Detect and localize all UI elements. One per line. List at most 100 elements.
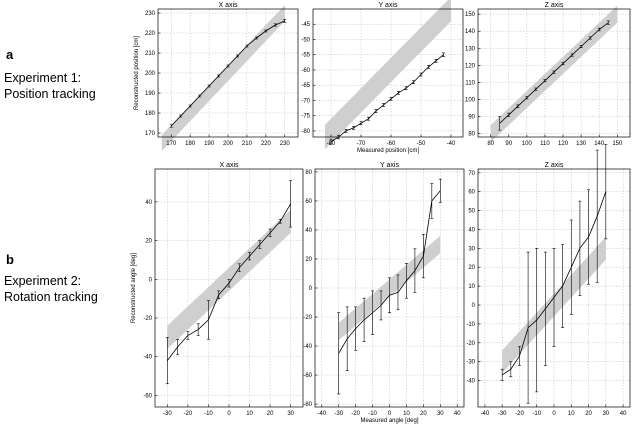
chart-6-x-tick-label: 10 <box>568 411 575 417</box>
chart-6-x-tick-label: -40 <box>481 411 490 417</box>
chart-5-y-tick-label: -20 <box>303 315 312 321</box>
chart-5-y-tick-label: -40 <box>303 344 312 350</box>
chart-5-y-tick-label: 20 <box>305 257 312 263</box>
chart-2-y-tick-label: -70 <box>301 98 310 104</box>
chart-4-y-tick-label: -20 <box>143 316 152 322</box>
chart-4-x-tick-label: 30 <box>287 411 294 417</box>
chart-2-y-tick-label: -60 <box>301 68 310 74</box>
row-b-letter: b <box>6 252 14 267</box>
chart-6: -40 -30 -20 -10 0 10 20 30 40 -40 -30 -20 -10 0 10 20 30… <box>466 144 631 417</box>
chart-6-x-tick-label: -10 <box>532 411 541 417</box>
chart-1-x-tick-label: 200 <box>223 141 234 147</box>
chart-1-x-tick-label: 230 <box>280 141 291 147</box>
chart-5-x-tick-label: -40 <box>317 411 326 417</box>
chart-3: 80 90 100 110 120 130 140 150 80 90 100 110 120 130 14… <box>465 2 631 147</box>
chart-3-y-tick-label: 80 <box>468 132 475 138</box>
chart-4-x-tick-label: 10 <box>246 411 253 417</box>
chart-3-frame <box>477 8 631 138</box>
chart-6-y-tick-label: 70 <box>468 171 475 177</box>
chart-5-x-tick-label: -10 <box>368 411 377 417</box>
chart-6-x-tick-label: 20 <box>585 411 592 417</box>
chart-5-y-tick-label: -80 <box>303 402 312 408</box>
chart-1: 170 180 190 200 210 220 230 170 180 190 200 210 220 2… <box>134 2 299 151</box>
row-a-line-2: Position tracking <box>4 87 96 101</box>
chart-1-x-tick-label: 220 <box>261 141 272 147</box>
chart-6-title: Z axis <box>545 162 564 169</box>
chart-4-y-tick-label: -60 <box>143 393 152 399</box>
chart-6-x-tick-label: -20 <box>515 411 524 417</box>
chart-5-x-tick-label: 10 <box>403 411 410 417</box>
chart-3-y-tick-label: 120 <box>465 63 476 69</box>
chart-4-x-tick-label: -20 <box>184 411 193 417</box>
chart-6-y-tick-label: 10 <box>468 284 475 290</box>
chart-1-y-tick-label: 230 <box>145 11 156 17</box>
chart-2-y-tick-label: -55 <box>301 53 310 59</box>
chart-2-x-tick-label: -50 <box>417 141 426 147</box>
chart-2-x-label: Measured position [cm] <box>357 148 419 154</box>
chart-6-y-tick-label: 0 <box>472 303 476 309</box>
chart-2: -80 -70 -60 -50 -40 -80 -75 -70 -65 -60 -55 -50 -45 Y… <box>301 0 464 154</box>
chart-3-y-tick-label: 140 <box>465 29 476 35</box>
chart-4-y-tick-label: 40 <box>145 200 152 206</box>
chart-3-y-tick-label: 100 <box>465 97 476 103</box>
chart-5-y-tick-label: 60 <box>305 199 312 205</box>
chart-1-y-tick-label: 200 <box>145 71 156 77</box>
chart-3-x-tick-label: 150 <box>612 141 623 147</box>
chart-3-y-tick-label: 150 <box>465 12 476 18</box>
chart-3-y-tick-label: 130 <box>465 46 476 52</box>
chart-6-y-tick-label: -30 <box>466 360 475 366</box>
chart-2-series-line <box>330 54 444 142</box>
chart-2-y-tick-label: -80 <box>301 129 310 135</box>
chart-5-x-tick-label: -20 <box>351 411 360 417</box>
chart-6-x-tick-label: 0 <box>552 411 556 417</box>
chart-6-y-tick-label: -20 <box>466 341 475 347</box>
chart-5-x-tick-label: -30 <box>334 411 343 417</box>
chart-3-x-tick-label: 90 <box>505 141 512 147</box>
chart-3-y-tick-label: 90 <box>468 115 475 121</box>
chart-5-x-tick-label: 20 <box>420 411 427 417</box>
chart-2-x-tick-label: -70 <box>357 141 366 147</box>
row-b-line-1: Experiment 2: <box>4 274 82 288</box>
chart-3-x-tick-label: 80 <box>487 141 494 147</box>
chart-5-y-tick-label: -60 <box>303 373 312 379</box>
chart-1-title: X axis <box>218 2 238 9</box>
chart-1-y-tick-label: 180 <box>145 111 156 117</box>
chart-3-reference-band <box>490 5 618 143</box>
chart-2-x-tick-label: -40 <box>447 141 456 147</box>
chart-5-x-tick-label: 0 <box>388 411 392 417</box>
chart-3-x-tick-label: 120 <box>558 141 569 147</box>
chart-4-y-tick-label: -40 <box>143 355 152 361</box>
row-a-line-1: Experiment 1: <box>4 71 82 85</box>
chart-1-y-tick-label: 190 <box>145 91 156 97</box>
chart-1-x-tick-label: 210 <box>242 141 253 147</box>
row-a-letter: a <box>6 47 14 62</box>
chart-2-y-tick-label: -75 <box>301 114 310 120</box>
chart-5-x-label: Measured angle [deg] <box>360 418 418 424</box>
chart-1-y-tick-label: 220 <box>145 31 156 37</box>
chart-6-y-tick-label: 20 <box>468 265 475 271</box>
chart-4-x-tick-label: -30 <box>163 411 172 417</box>
chart-4-y-tick-label: 20 <box>145 239 152 245</box>
chart-3-title: Z axis <box>545 2 564 9</box>
chart-6-y-tick-label: -10 <box>466 322 475 328</box>
chart-1-x-tick-label: 180 <box>185 141 196 147</box>
chart-4-x-tick-label: 20 <box>267 411 274 417</box>
chart-6-y-tick-label: 40 <box>468 227 475 233</box>
chart-1-x-tick-label: 190 <box>204 141 215 147</box>
chart-2-frame <box>312 8 464 138</box>
chart-5-y-tick-label: 0 <box>309 286 313 292</box>
chart-6-x-tick-label: 30 <box>602 411 609 417</box>
chart-5-x-tick-label: 30 <box>437 411 444 417</box>
chart-6-x-tick-label: -30 <box>498 411 507 417</box>
chart-4-x-tick-label: -10 <box>204 411 213 417</box>
chart-6-y-tick-label: -40 <box>466 379 475 385</box>
chart-2-y-tick-label: -45 <box>301 22 310 28</box>
chart-4: -30 -20 -10 0 10 20 30 -60 -40 -20 0 20 40 X axis Reco… <box>131 162 304 417</box>
chart-4-x-tick-label: 0 <box>227 411 231 417</box>
chart-5-y-tick-label: 80 <box>305 170 312 176</box>
chart-1-y-label: Reconstructed position [cm] <box>134 36 140 110</box>
row-b-line-2: Rotation tracking <box>4 290 98 304</box>
chart-3-y-tick-label: 110 <box>465 80 475 86</box>
chart-5-title: Y axis <box>380 162 399 169</box>
